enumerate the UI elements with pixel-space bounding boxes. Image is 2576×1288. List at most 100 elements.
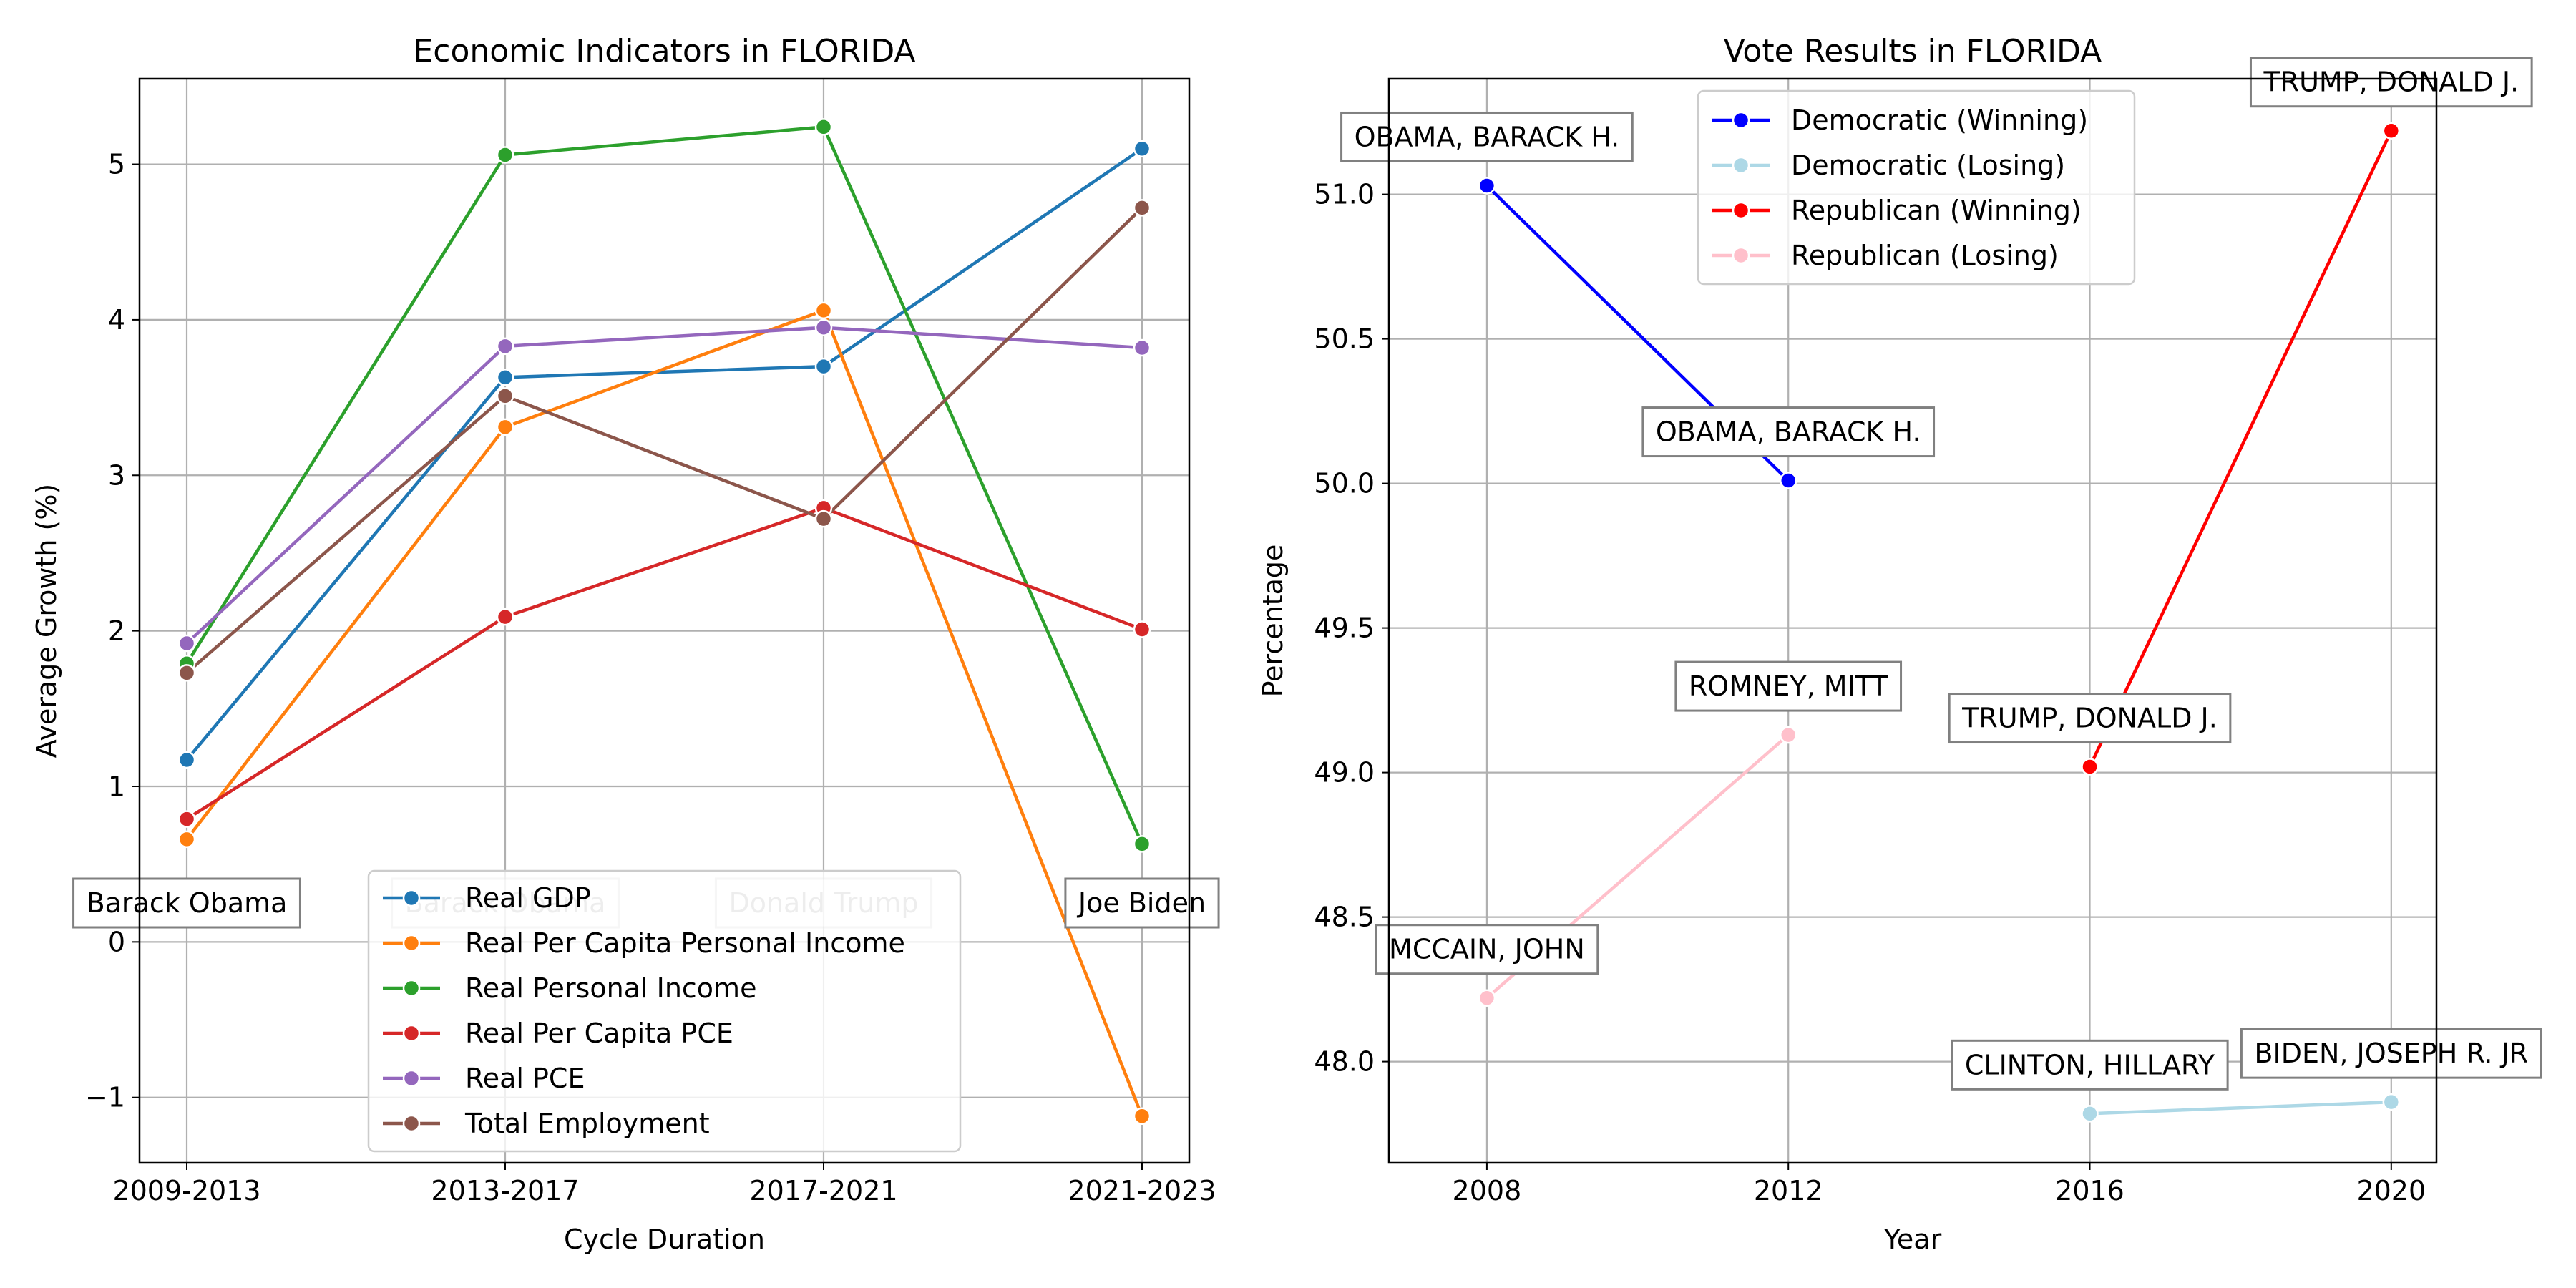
y-tick-label: 51.0	[1314, 179, 1375, 210]
economic-indicators-chart: 2009-2013 2013-2017 2017-2021 2021-2023 −1 0 1…	[31, 33, 1220, 1255]
y-tick-label: 48.0	[1314, 1046, 1375, 1078]
data-point	[1133, 620, 1151, 638]
annotation-box	[1064, 877, 1220, 929]
legend-label: Real PCE	[465, 1063, 585, 1094]
annotation-box	[1340, 111, 1634, 162]
annotation-box	[1951, 1039, 2229, 1091]
data-point	[1478, 989, 1496, 1007]
data-point	[1133, 1107, 1151, 1126]
y-axis-label: Percentage	[1257, 545, 1289, 698]
data-point	[1133, 199, 1151, 217]
annotation-label: OBAMA, BARACK H.	[1656, 416, 1921, 448]
data-point	[814, 301, 833, 320]
data-point	[1478, 177, 1496, 195]
y-tick-label: −1	[85, 1082, 125, 1113]
data-point	[2081, 758, 2099, 776]
annotation-label: BIDEN, JOSEPH R. JR	[2254, 1038, 2528, 1069]
y-tick-label: 48.5	[1314, 902, 1375, 933]
y-tick-label: 2	[108, 615, 125, 647]
series-line	[185, 147, 1143, 761]
x-tick-label: 2009-2013	[112, 1175, 260, 1206]
data-point	[177, 664, 196, 682]
x-tick-label: 2020	[2356, 1175, 2426, 1206]
legend-marker	[402, 979, 421, 997]
data-point	[496, 369, 514, 386]
y-tick-label: 50.5	[1314, 323, 1375, 355]
legend-label: Real Personal Income	[465, 972, 756, 1004]
series-line	[185, 308, 1144, 1117]
x-tick-label: 2008	[1453, 1175, 1522, 1206]
data-point	[2081, 1105, 2099, 1123]
data-point	[814, 509, 833, 528]
series-line	[185, 506, 1143, 821]
vote-results-chart: 2008 2012 2016 2020 48.0 48.5 49.0 49.5 50.0 50.5…	[1257, 33, 2542, 1255]
data-point	[1133, 140, 1151, 158]
annotation-label: TRUMP, DONALD J.	[2263, 67, 2519, 98]
series-line	[2088, 130, 2393, 768]
x-tick-label: 2016	[2055, 1175, 2124, 1206]
legend-box	[367, 869, 962, 1153]
legend-label: Total Employment	[464, 1108, 710, 1139]
legend-marker	[402, 889, 421, 907]
x-tick-label: 2012	[1754, 1175, 1823, 1206]
y-tick-label: 0	[108, 926, 125, 957]
annotation-label: MCCAIN, JOHN	[1389, 934, 1585, 965]
y-tick-label: 49.0	[1314, 757, 1375, 789]
data-point	[177, 751, 196, 769]
y-tick-label: 50.0	[1314, 468, 1375, 499]
x-tick-label: 2017-2021	[749, 1175, 897, 1206]
legend-label: Republican (Winning)	[1791, 195, 2082, 226]
data-point	[496, 608, 514, 626]
legend-marker	[402, 1024, 421, 1043]
series-line	[185, 125, 1144, 845]
series-line	[2089, 1100, 2391, 1116]
data-point	[1133, 835, 1151, 853]
annotation-box	[2249, 57, 2533, 108]
legend-marker	[402, 1114, 421, 1133]
y-tick-label: 4	[108, 304, 125, 336]
y-tick-label: 1	[108, 771, 125, 802]
legend-label: Real Per Capita PCE	[465, 1018, 733, 1049]
y-tick-label: 3	[108, 459, 125, 491]
y-axis-label: Average Growth (%)	[31, 484, 62, 758]
data-point	[814, 357, 833, 376]
annotation-box	[1375, 924, 1599, 975]
data-point	[2382, 122, 2401, 140]
y-tick-label: 5	[108, 149, 125, 180]
annotation-label: CLINTON, HILLARY	[1965, 1049, 2215, 1080]
annotation-box	[72, 877, 301, 929]
data-point	[177, 634, 196, 653]
data-point	[2382, 1093, 2401, 1111]
data-point	[496, 146, 514, 164]
annotation-label: TRUMP, DONALD J.	[1961, 703, 2218, 734]
annotation-label: Joe Biden	[1077, 887, 1206, 919]
annotation-box	[1948, 693, 2232, 744]
plot-frame	[1387, 77, 2438, 1164]
legend-marker	[1732, 111, 1750, 130]
y-tick-label: 49.5	[1314, 613, 1375, 644]
annotation-box	[2240, 1028, 2542, 1079]
series-line	[185, 326, 1143, 645]
legend-box	[1697, 89, 2136, 286]
x-axis-label: Year	[1883, 1224, 1942, 1255]
legend-label: Democratic (Losing)	[1791, 150, 2065, 181]
x-axis-label: Cycle Duration	[564, 1224, 765, 1255]
data-point	[814, 118, 833, 136]
legend-marker	[1732, 246, 1750, 265]
plot-frame	[138, 77, 1191, 1164]
x-tick-label: 2013-2017	[431, 1175, 579, 1206]
data-point	[496, 418, 514, 436]
annotation-label: Barack Obama	[87, 887, 288, 919]
series-line	[185, 206, 1143, 675]
data-point	[496, 387, 514, 405]
chart-title: Economic Indicators in FLORIDA	[413, 33, 915, 69]
x-tick-label: 2021-2023	[1068, 1175, 1216, 1206]
legend-label: Democratic (Winning)	[1791, 104, 2088, 136]
data-point	[177, 810, 196, 828]
annotation-box	[1641, 406, 1936, 458]
legend-label: Real GDP	[465, 882, 591, 914]
data-point	[496, 337, 514, 356]
data-point	[1779, 472, 1797, 489]
annotation-box	[1674, 660, 1903, 712]
